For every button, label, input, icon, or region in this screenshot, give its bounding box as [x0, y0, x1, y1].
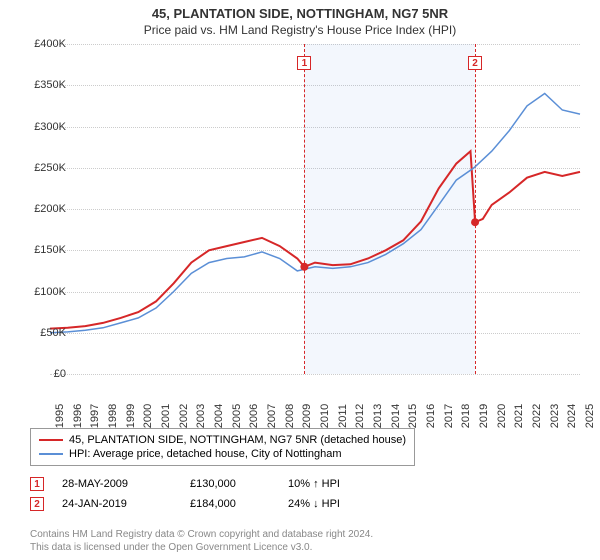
y-tick-label: £300K [20, 121, 66, 133]
x-tick-label: 2001 [160, 404, 172, 428]
y-tick-label: £150K [20, 244, 66, 256]
x-tick-label: 2019 [478, 404, 490, 428]
x-axis-labels: 1995 1996 1997 1998 1999 2000 2001 2002 2003 2004… [50, 378, 580, 428]
sale-date: 24-JAN-2019 [62, 498, 172, 510]
chart-subtitle: Price paid vs. HM Land Registry's House … [0, 21, 600, 41]
chart-title: 45, PLANTATION SIDE, NOTTINGHAM, NG7 5NR [0, 0, 600, 21]
y-tick-label: £400K [20, 38, 66, 50]
x-tick-label: 2011 [337, 404, 349, 428]
y-tick-label: £250K [20, 162, 66, 174]
x-tick-label: 1997 [89, 404, 101, 428]
chart-svg [50, 44, 580, 374]
x-tick-label: 2016 [425, 404, 437, 428]
sale-point [471, 218, 479, 226]
x-tick-label: 2003 [195, 404, 207, 428]
series-hpi [50, 94, 580, 333]
sale-date: 28-MAY-2009 [62, 478, 172, 490]
x-tick-label: 2021 [513, 404, 525, 428]
x-tick-label: 1999 [125, 404, 137, 428]
x-tick-label: 2018 [460, 404, 472, 428]
sale-price: £184,000 [190, 498, 270, 510]
x-tick-label: 2013 [372, 404, 384, 428]
sale-point [300, 263, 308, 271]
sale-row: 2 24-JAN-2019 £184,000 24% ↓ HPI [30, 494, 408, 514]
x-tick-label: 2008 [284, 404, 296, 428]
y-tick-label: £200K [20, 203, 66, 215]
plot-area: 12 [50, 44, 580, 374]
legend-item: HPI: Average price, detached house, City… [39, 447, 406, 461]
x-tick-label: 2020 [496, 404, 508, 428]
sale-comparison: 24% ↓ HPI [288, 498, 408, 510]
x-tick-label: 2014 [390, 404, 402, 428]
x-tick-label: 2025 [584, 404, 596, 428]
x-tick-label: 2015 [407, 404, 419, 428]
series-property [50, 151, 580, 328]
sale-row: 1 28-MAY-2009 £130,000 10% ↑ HPI [30, 474, 408, 494]
x-tick-label: 2023 [549, 404, 561, 428]
sale-row-marker: 1 [30, 477, 44, 491]
x-tick-label: 2005 [231, 404, 243, 428]
x-tick-label: 2006 [248, 404, 260, 428]
x-tick-label: 1996 [72, 404, 84, 428]
y-tick-label: £50K [20, 327, 66, 339]
legend-item: 45, PLANTATION SIDE, NOTTINGHAM, NG7 5NR… [39, 433, 406, 447]
x-tick-label: 2010 [319, 404, 331, 428]
x-tick-label: 2012 [354, 404, 366, 428]
x-tick-label: 2000 [142, 404, 154, 428]
sales-table: 1 28-MAY-2009 £130,000 10% ↑ HPI 2 24-JAN-201… [30, 474, 408, 514]
legend-label: 45, PLANTATION SIDE, NOTTINGHAM, NG7 5NR… [69, 434, 406, 446]
y-tick-label: £100K [20, 286, 66, 298]
chart-container: 45, PLANTATION SIDE, NOTTINGHAM, NG7 5NR… [0, 0, 600, 560]
x-tick-label: 1998 [107, 404, 119, 428]
legend-swatch [39, 439, 63, 441]
sale-price: £130,000 [190, 478, 270, 490]
legend-swatch [39, 453, 63, 455]
x-tick-label: 1995 [54, 404, 66, 428]
sale-row-marker: 2 [30, 497, 44, 511]
x-tick-label: 2009 [301, 404, 313, 428]
footer-line-1: Contains HM Land Registry data © Crown c… [30, 528, 373, 541]
legend-label: HPI: Average price, detached house, City… [69, 448, 342, 460]
y-tick-label: £350K [20, 79, 66, 91]
x-tick-label: 2022 [531, 404, 543, 428]
x-tick-label: 2017 [443, 404, 455, 428]
footer-attribution: Contains HM Land Registry data © Crown c… [30, 528, 373, 554]
sale-comparison: 10% ↑ HPI [288, 478, 408, 490]
x-tick-label: 2004 [213, 404, 225, 428]
legend: 45, PLANTATION SIDE, NOTTINGHAM, NG7 5NR… [30, 428, 415, 466]
footer-line-2: This data is licensed under the Open Gov… [30, 541, 373, 554]
x-tick-label: 2002 [178, 404, 190, 428]
x-tick-label: 2007 [266, 404, 278, 428]
x-tick-label: 2024 [566, 404, 578, 428]
